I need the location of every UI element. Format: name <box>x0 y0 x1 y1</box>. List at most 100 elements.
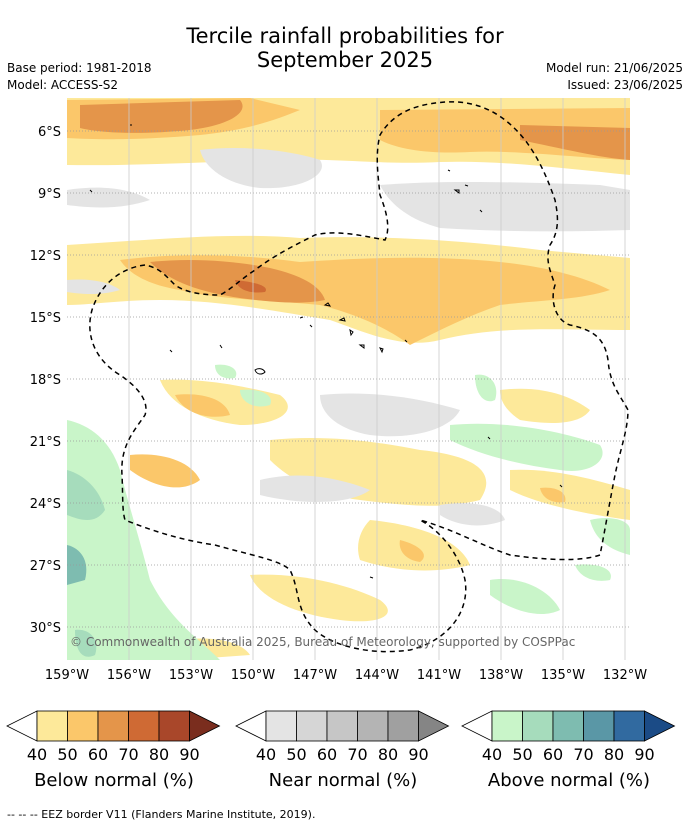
lon-label: 135°W <box>541 668 585 683</box>
above-normal-regions <box>67 364 630 660</box>
region-near-40 <box>440 503 505 526</box>
legend-above-tick: 50 <box>512 745 532 764</box>
map-svg: © Commonwealth of Australia 2025, Bureau… <box>6 98 676 764</box>
region-near-40 <box>67 279 120 294</box>
legend-above-swatch <box>583 710 615 742</box>
lat-label: 24°S <box>30 497 61 512</box>
lat-label: 12°S <box>30 249 61 264</box>
legend-above-swatch <box>613 710 645 742</box>
region-below-60 <box>520 125 630 160</box>
legend-above-tick: 70 <box>573 745 593 764</box>
legend-above-tick: 80 <box>604 745 624 764</box>
region-above-40 <box>575 564 611 581</box>
lon-label: 153°W <box>169 668 213 683</box>
legend-above-tick: 60 <box>543 745 563 764</box>
region-below-40 <box>500 388 590 423</box>
legend-below-tick: 70 <box>118 745 138 764</box>
legend-near-tick: 50 <box>286 745 306 764</box>
lon-label: 159°W <box>45 668 89 683</box>
region-above-40 <box>490 579 560 615</box>
lat-label: 18°S <box>30 373 61 388</box>
lon-label: 138°W <box>479 668 523 683</box>
latitude-labels: 6°S 9°S 12°S 15°S 18°S 21°S 24°S 27°S 30… <box>30 125 61 636</box>
issued-date: Issued: 23/06/2025 <box>567 78 683 92</box>
legend-above-swatch <box>491 710 523 742</box>
legend-near-swatch <box>296 710 328 742</box>
region-near-40 <box>380 181 630 232</box>
meta-right: Model run: 21/06/2025 Issued: 23/06/2025 <box>546 60 683 94</box>
legend-above-tick: 40 <box>482 745 502 764</box>
region-above-50 <box>67 470 105 520</box>
lat-label: 6°S <box>38 125 61 140</box>
legend-above-right-arrow <box>644 710 676 742</box>
legend-colorbars: 40 50 60 70 80 90 40 50 60 70 80 90 40 50 60 70 80 90 <box>6 710 676 764</box>
region-above-40 <box>475 374 497 402</box>
region-above-40 <box>67 420 220 660</box>
legend-above-tick: 90 <box>634 745 654 764</box>
legend-near-tick: 60 <box>317 745 337 764</box>
region-below-50 <box>130 454 200 488</box>
lat-label: 15°S <box>30 311 61 326</box>
lat-label: 21°S <box>30 435 61 450</box>
region-near-40 <box>320 393 460 437</box>
eez-borders <box>89 101 629 653</box>
below-normal-regions <box>67 98 630 660</box>
lon-label: 147°W <box>293 668 337 683</box>
legend-below-swatch <box>97 710 129 742</box>
region-near-40 <box>200 148 322 189</box>
legend-near-tick: 90 <box>408 745 428 764</box>
base-period: Base period: 1981-2018 <box>7 61 152 75</box>
map-area: © Commonwealth of Australia 2025, Bureau… <box>67 98 630 660</box>
legend-near-swatch <box>387 710 419 742</box>
longitude-labels: 159°W 156°W 153°W 150°W 147°W 144°W 141°… <box>45 668 647 683</box>
legend-near-tick: 70 <box>347 745 367 764</box>
legend-near-tick: 80 <box>378 745 398 764</box>
legend-near-swatch <box>326 710 358 742</box>
lon-label: 132°W <box>603 668 647 683</box>
legend-near-right-arrow <box>418 710 450 742</box>
legend-below-tick: 80 <box>149 745 169 764</box>
lat-label: 27°S <box>30 559 61 574</box>
legend-below-tick: 60 <box>88 745 108 764</box>
meridian-lines <box>128 98 626 660</box>
legend-near-swatch <box>265 710 297 742</box>
lat-label: 9°S <box>38 187 61 202</box>
eez-outline <box>89 101 629 653</box>
legend-above-left-arrow <box>461 710 493 742</box>
legend-below-right-arrow <box>189 710 221 742</box>
legend-below-tick: 40 <box>27 745 47 764</box>
legend-above-title: Above normal (%) <box>487 770 651 791</box>
lon-label: 141°W <box>417 668 461 683</box>
legend-below-swatch <box>67 710 99 742</box>
region-below-70 <box>235 280 266 293</box>
region-below-40 <box>510 469 630 520</box>
legend-below-tick: 50 <box>57 745 77 764</box>
legend-near-title: Near normal (%) <box>268 770 418 791</box>
legend-below-swatch <box>158 710 190 742</box>
legend-below-tick: 90 <box>179 745 199 764</box>
lat-label: 30°S <box>30 621 61 636</box>
region-above-50 <box>75 629 97 657</box>
gridlines <box>67 130 630 628</box>
legend-near-swatch <box>357 710 389 742</box>
region-below-50 <box>399 540 424 562</box>
legend-below-title: Below normal (%) <box>34 770 194 791</box>
legend-below-swatch <box>128 710 160 742</box>
model-name: Model: ACCESS-S2 <box>7 78 119 92</box>
map-title: Tercile rainfall probabilities for Septe… <box>0 24 690 72</box>
legend-above-swatch <box>522 710 554 742</box>
region-below-50 <box>540 487 566 503</box>
meta-left: Base period: 1981-2018 Model: ACCESS-S2 <box>7 60 152 94</box>
copyright-text: © Commonwealth of Australia 2025, Bureau… <box>70 635 575 649</box>
model-run: Model run: 21/06/2025 <box>545 61 683 75</box>
lon-label: 144°W <box>355 668 399 683</box>
lon-label: 156°W <box>107 668 151 683</box>
near-normal-regions <box>67 148 630 526</box>
region-below-50 <box>175 394 230 417</box>
legend-below-left-arrow <box>6 710 38 742</box>
islands <box>89 124 563 579</box>
legend-below-swatch <box>36 710 68 742</box>
eez-footer-note: -- -- -- EEZ border V11 (Flanders Marine… <box>7 808 316 821</box>
title-line-2: September 2025 <box>256 48 434 72</box>
legend-near-tick: 40 <box>256 745 276 764</box>
